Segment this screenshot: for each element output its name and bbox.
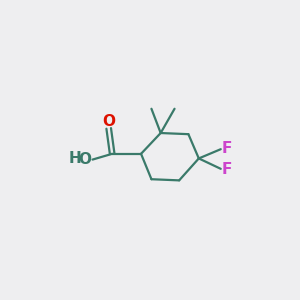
Text: F: F xyxy=(221,162,232,177)
Text: O: O xyxy=(102,114,115,129)
Text: O: O xyxy=(78,152,92,167)
Text: H: H xyxy=(68,151,81,166)
Text: F: F xyxy=(221,140,232,155)
